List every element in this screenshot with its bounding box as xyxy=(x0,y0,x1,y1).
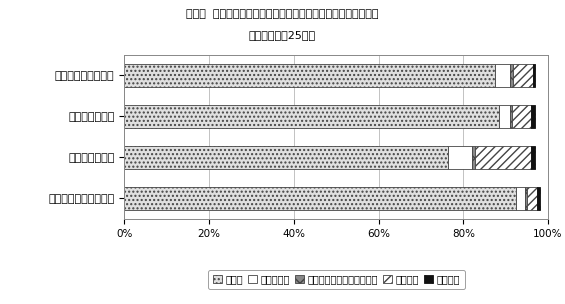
Bar xyxy=(525,187,527,210)
Bar xyxy=(124,146,449,169)
Bar xyxy=(533,64,535,87)
Bar xyxy=(531,105,535,128)
Bar xyxy=(512,105,531,128)
Bar xyxy=(495,64,510,87)
Bar xyxy=(527,187,537,210)
Bar xyxy=(537,187,540,210)
Bar xyxy=(499,105,510,128)
Bar xyxy=(510,105,512,128)
Bar xyxy=(124,64,495,87)
Bar xyxy=(124,105,499,128)
Bar xyxy=(475,146,531,169)
Text: 茨城県（平成25年）: 茨城県（平成25年） xyxy=(249,30,316,40)
Bar xyxy=(513,64,533,87)
Bar xyxy=(124,187,516,210)
Legend: 持ち家, 公営の借家, 都市再生機構・公社の住宅, 民営借家, 給与住宅: 持ち家, 公営の借家, 都市再生機構・公社の住宅, 民営借家, 給与住宅 xyxy=(208,270,464,289)
Text: 図－９  高齢者のいる主世帯の世帯の型別住宅所有関係別割合－: 図－９ 高齢者のいる主世帯の世帯の型別住宅所有関係別割合－ xyxy=(186,9,379,19)
Bar xyxy=(472,146,475,169)
Bar xyxy=(510,64,513,87)
Bar xyxy=(449,146,472,169)
Bar xyxy=(516,187,525,210)
Bar xyxy=(531,146,535,169)
